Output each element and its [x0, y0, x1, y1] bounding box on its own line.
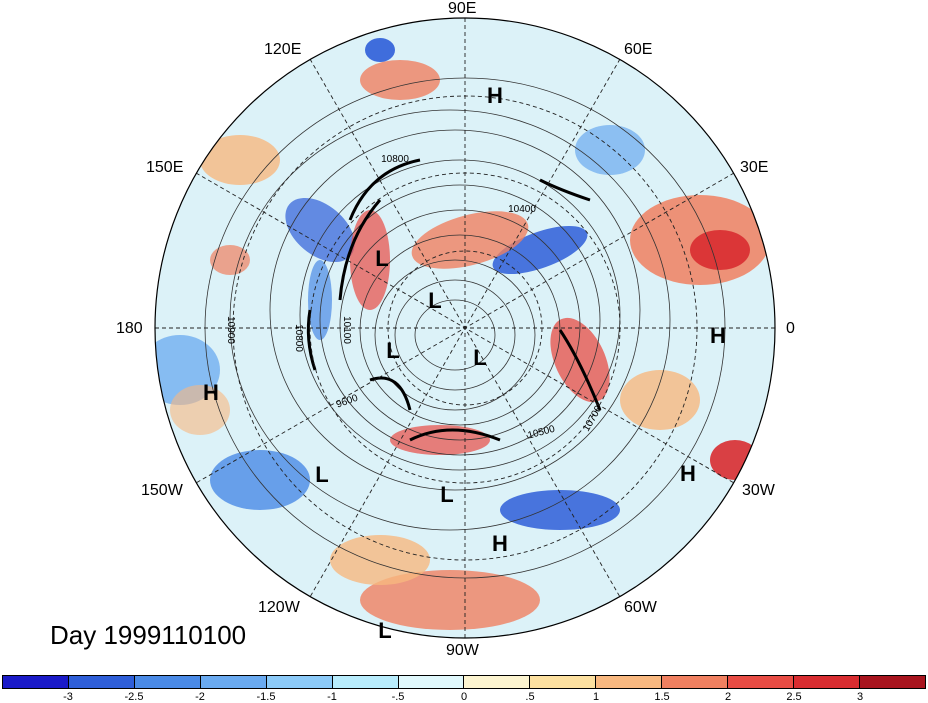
- lon-label-0: 0: [786, 320, 795, 337]
- pressure-center-high: H: [203, 380, 219, 405]
- contour-label: 10900: [225, 316, 236, 344]
- lon-label-120e: 120E: [264, 41, 302, 58]
- pressure-center-low: L: [315, 462, 328, 487]
- colorbar-tick-label: 1: [592, 691, 600, 703]
- lon-label-90w: 90W: [446, 642, 479, 659]
- map-border: [154, 17, 776, 639]
- lon-label-30e: 30E: [740, 159, 769, 176]
- pressure-center-low: L: [440, 482, 453, 507]
- colorbar-tick-label: -1.5: [256, 691, 276, 703]
- colorbar-segment: [200, 676, 267, 688]
- anomaly-field: [155, 38, 770, 635]
- contour-label: 10800: [381, 154, 409, 165]
- colorbar-tick-label: .5: [525, 691, 535, 703]
- pressure-center-low: L: [375, 246, 388, 271]
- colorbar-segment: [859, 676, 925, 688]
- colorbar-tick-label: 0: [460, 691, 468, 703]
- contour-label: 10400: [508, 204, 536, 215]
- colorbar-tick-label: -2.5: [124, 691, 144, 703]
- lon-label-60e: 60E: [624, 41, 653, 58]
- colorbar-tick-label: 2: [724, 691, 732, 703]
- lon-label-150w: 150W: [141, 482, 183, 499]
- colorbar-tick-label: 3: [856, 691, 864, 703]
- lon-label-180: 180: [116, 320, 143, 337]
- pressure-center-high: H: [710, 323, 726, 348]
- colorbar-tick-label: -1: [327, 691, 337, 703]
- pressure-center-low: L: [473, 345, 486, 370]
- wind-jets: [306, 158, 602, 442]
- colorbar-segment: [728, 676, 795, 688]
- colorbar-tick-label: 2.5: [786, 691, 802, 703]
- lon-label-150e: 150E: [146, 159, 184, 176]
- pressure-center-high: H: [492, 531, 508, 556]
- graticule: [155, 18, 775, 638]
- pressure-center-labels: H L L L L H H L H L H L: [203, 83, 726, 643]
- colorbar-segment: [398, 676, 465, 688]
- colorbar-segment: [332, 676, 399, 688]
- colorbar-segment: [68, 676, 135, 688]
- pressure-center-low: L: [386, 338, 399, 363]
- contour-label: 10800: [293, 324, 304, 352]
- lon-label-30w: 30W: [742, 482, 775, 499]
- colorbar-segment: [134, 676, 201, 688]
- colorbar-segment: [596, 676, 663, 688]
- contour-label: 10100: [341, 316, 352, 344]
- colorbar-segment: [530, 676, 597, 688]
- pressure-center-low: L: [428, 288, 441, 313]
- colorbar-segment: [662, 676, 729, 688]
- colorbar-segment: [794, 676, 860, 688]
- colorbar: [2, 675, 926, 689]
- lon-label-90e: 90E: [448, 0, 477, 17]
- pressure-center-high: H: [487, 83, 503, 108]
- colorbar-tick-label: -3: [63, 691, 73, 703]
- day-title: Day 1999110100: [50, 620, 247, 650]
- lon-label-60w: 60W: [624, 599, 657, 616]
- colorbar-tick-label: 1.5: [654, 691, 670, 703]
- lon-label-120w: 120W: [258, 599, 300, 616]
- pressure-center-high: H: [680, 461, 696, 486]
- colorbar-segment: [3, 676, 69, 688]
- colorbar-tick-label: -.5: [391, 691, 405, 703]
- colorbar-tick-label: -2: [195, 691, 205, 703]
- colorbar-segment: [464, 676, 531, 688]
- pressure-center-low: L: [378, 618, 391, 643]
- colorbar-segment: [266, 676, 333, 688]
